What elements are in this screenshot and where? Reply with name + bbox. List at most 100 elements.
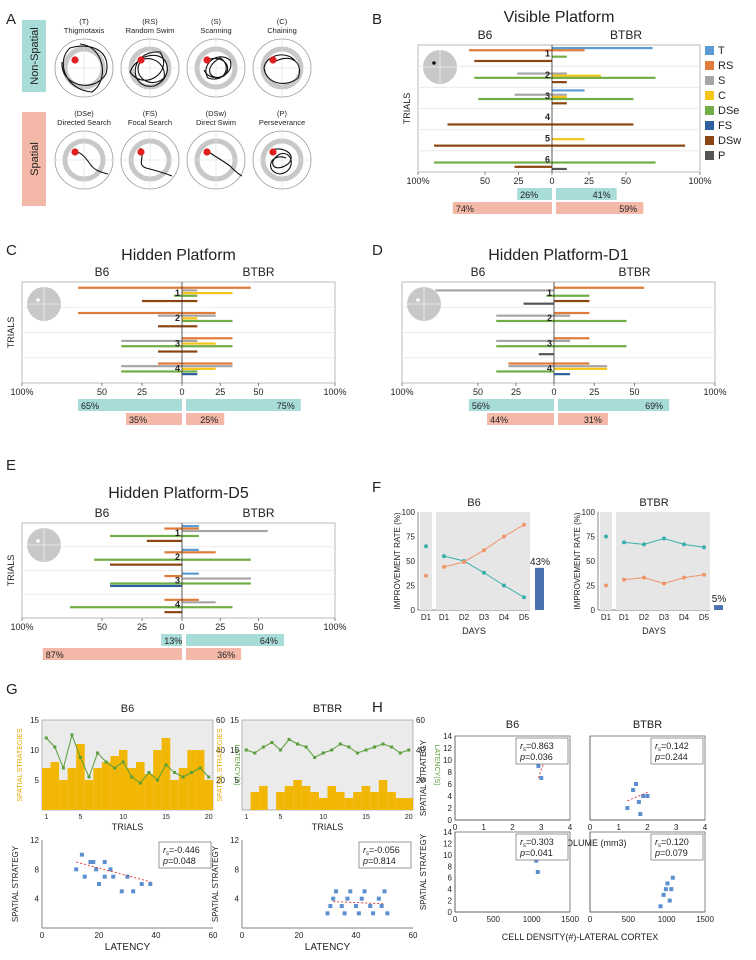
platform-marker — [71, 56, 79, 64]
y-tick-label: 8 — [448, 862, 453, 871]
legend-swatch — [705, 91, 714, 100]
group-title: BTBR — [313, 703, 342, 715]
trial-label: 2 — [175, 552, 180, 562]
trial-label: 4 — [545, 112, 550, 122]
scatter-point — [97, 882, 101, 886]
scatter-point — [111, 874, 116, 879]
x-tick-label: 0 — [179, 622, 184, 632]
bar-DSe-left — [121, 345, 182, 348]
scatter-point — [658, 904, 663, 909]
x-tick-label: 0 — [453, 823, 458, 832]
histogram-bar — [195, 750, 205, 810]
p-value: p=0.079 — [654, 848, 688, 858]
x-tick-label: 60 — [209, 931, 218, 940]
trial-label: 4 — [547, 364, 552, 374]
y2-tick-label: 60 — [216, 716, 225, 725]
legend-swatch — [705, 136, 714, 145]
summary-label: 35% — [129, 415, 147, 425]
histogram-bar — [187, 750, 196, 810]
y-tick-label: 4 — [448, 885, 453, 894]
bar-DSw-left — [142, 299, 182, 303]
trial-label: 3 — [175, 576, 180, 586]
x-tick-label: D3 — [659, 613, 670, 622]
series-point — [424, 544, 428, 549]
scatter-point — [359, 896, 364, 901]
y2-axis-label: LATENCY(S) — [433, 744, 440, 785]
y-axis-label: TRIALS — [6, 317, 16, 349]
group-label-left: B6 — [478, 28, 493, 42]
summary-label: 87% — [46, 650, 64, 660]
x-tick-label: D1 — [601, 613, 612, 622]
x-tick-label: 0 — [40, 931, 45, 940]
scatter-point — [385, 911, 390, 916]
bar-DSw-left — [158, 325, 182, 328]
bar-RS-left — [508, 362, 554, 365]
bar-RS-right — [182, 286, 251, 289]
group-label-right: BTBR — [618, 265, 650, 279]
strategy-name: Scanning — [200, 26, 231, 35]
x-tick-label: 500 — [622, 915, 636, 924]
scatter-point — [334, 889, 339, 894]
bar-RS-right — [182, 337, 233, 340]
histogram-bar — [310, 792, 319, 810]
scatter-point — [348, 889, 353, 894]
legend-label: S — [718, 75, 725, 87]
x-tick-label: 20 — [205, 814, 213, 821]
latency-point — [407, 748, 411, 752]
bar-S-right — [554, 365, 608, 368]
rs-value: rs=-0.056 — [363, 845, 400, 857]
latency-point — [373, 745, 377, 749]
histogram-bar — [353, 792, 362, 810]
y-tick-label: 14 — [443, 828, 452, 837]
summary-label: 75% — [277, 401, 295, 411]
platform-marker — [269, 56, 277, 64]
bar-DSe-left — [110, 582, 182, 585]
platform-dot — [416, 298, 420, 302]
scatter-point — [148, 882, 153, 886]
bar-RS-left — [78, 311, 182, 315]
scatter-point — [342, 911, 347, 916]
chart-title: Hidden Platform-D1 — [488, 247, 629, 264]
summary-label: 64% — [260, 636, 278, 646]
histogram-bar — [204, 780, 213, 810]
swim-path — [61, 43, 108, 93]
bar-RS-right — [554, 286, 645, 289]
y-axis-label: IMPROVEMENT RATE (%) — [393, 512, 402, 609]
bar-S-right — [182, 577, 251, 580]
rs-value: rs=0.142 — [655, 741, 689, 753]
x-tick-label: 0 — [453, 915, 458, 924]
bar-P-left — [523, 302, 554, 305]
bar-RS-left — [164, 527, 182, 530]
bar-DSe-left — [496, 319, 554, 323]
scatter-point — [667, 898, 672, 903]
summary-b6-spatial — [487, 413, 554, 425]
strategy-code: (FS) — [143, 109, 158, 118]
series-point — [604, 583, 608, 588]
latency-point — [87, 775, 91, 779]
difference-bar — [535, 567, 544, 610]
x-tick-label: 25 — [137, 387, 147, 397]
bar-T-right — [552, 47, 653, 50]
group-title: BTBR — [639, 497, 668, 509]
fit-line — [76, 861, 151, 883]
group-title: B6 — [467, 497, 480, 509]
bar-RS-right — [182, 598, 199, 601]
bar-S-left — [508, 365, 554, 368]
x-tick-label: D4 — [499, 613, 510, 622]
x-tick-label: 5 — [79, 814, 83, 821]
x-tick-label: 50 — [97, 622, 107, 632]
bar-DSe-right — [554, 319, 627, 323]
series-point — [682, 575, 686, 580]
latency-point — [181, 775, 185, 779]
y-tick-label: 25 — [406, 582, 415, 591]
nonspatial-band — [22, 20, 46, 92]
bar-DSw-right — [552, 102, 567, 105]
y-tick-label: 4 — [448, 792, 453, 801]
x-tick-label: 50 — [621, 176, 631, 186]
x-tick-label: D5 — [699, 613, 710, 622]
x-tick-label: 4 — [568, 823, 573, 832]
bar-DSw-left — [447, 123, 552, 126]
bar-S-left — [496, 339, 554, 343]
x-axis-label: TRIALS — [312, 822, 344, 832]
scatter-point — [94, 867, 99, 872]
